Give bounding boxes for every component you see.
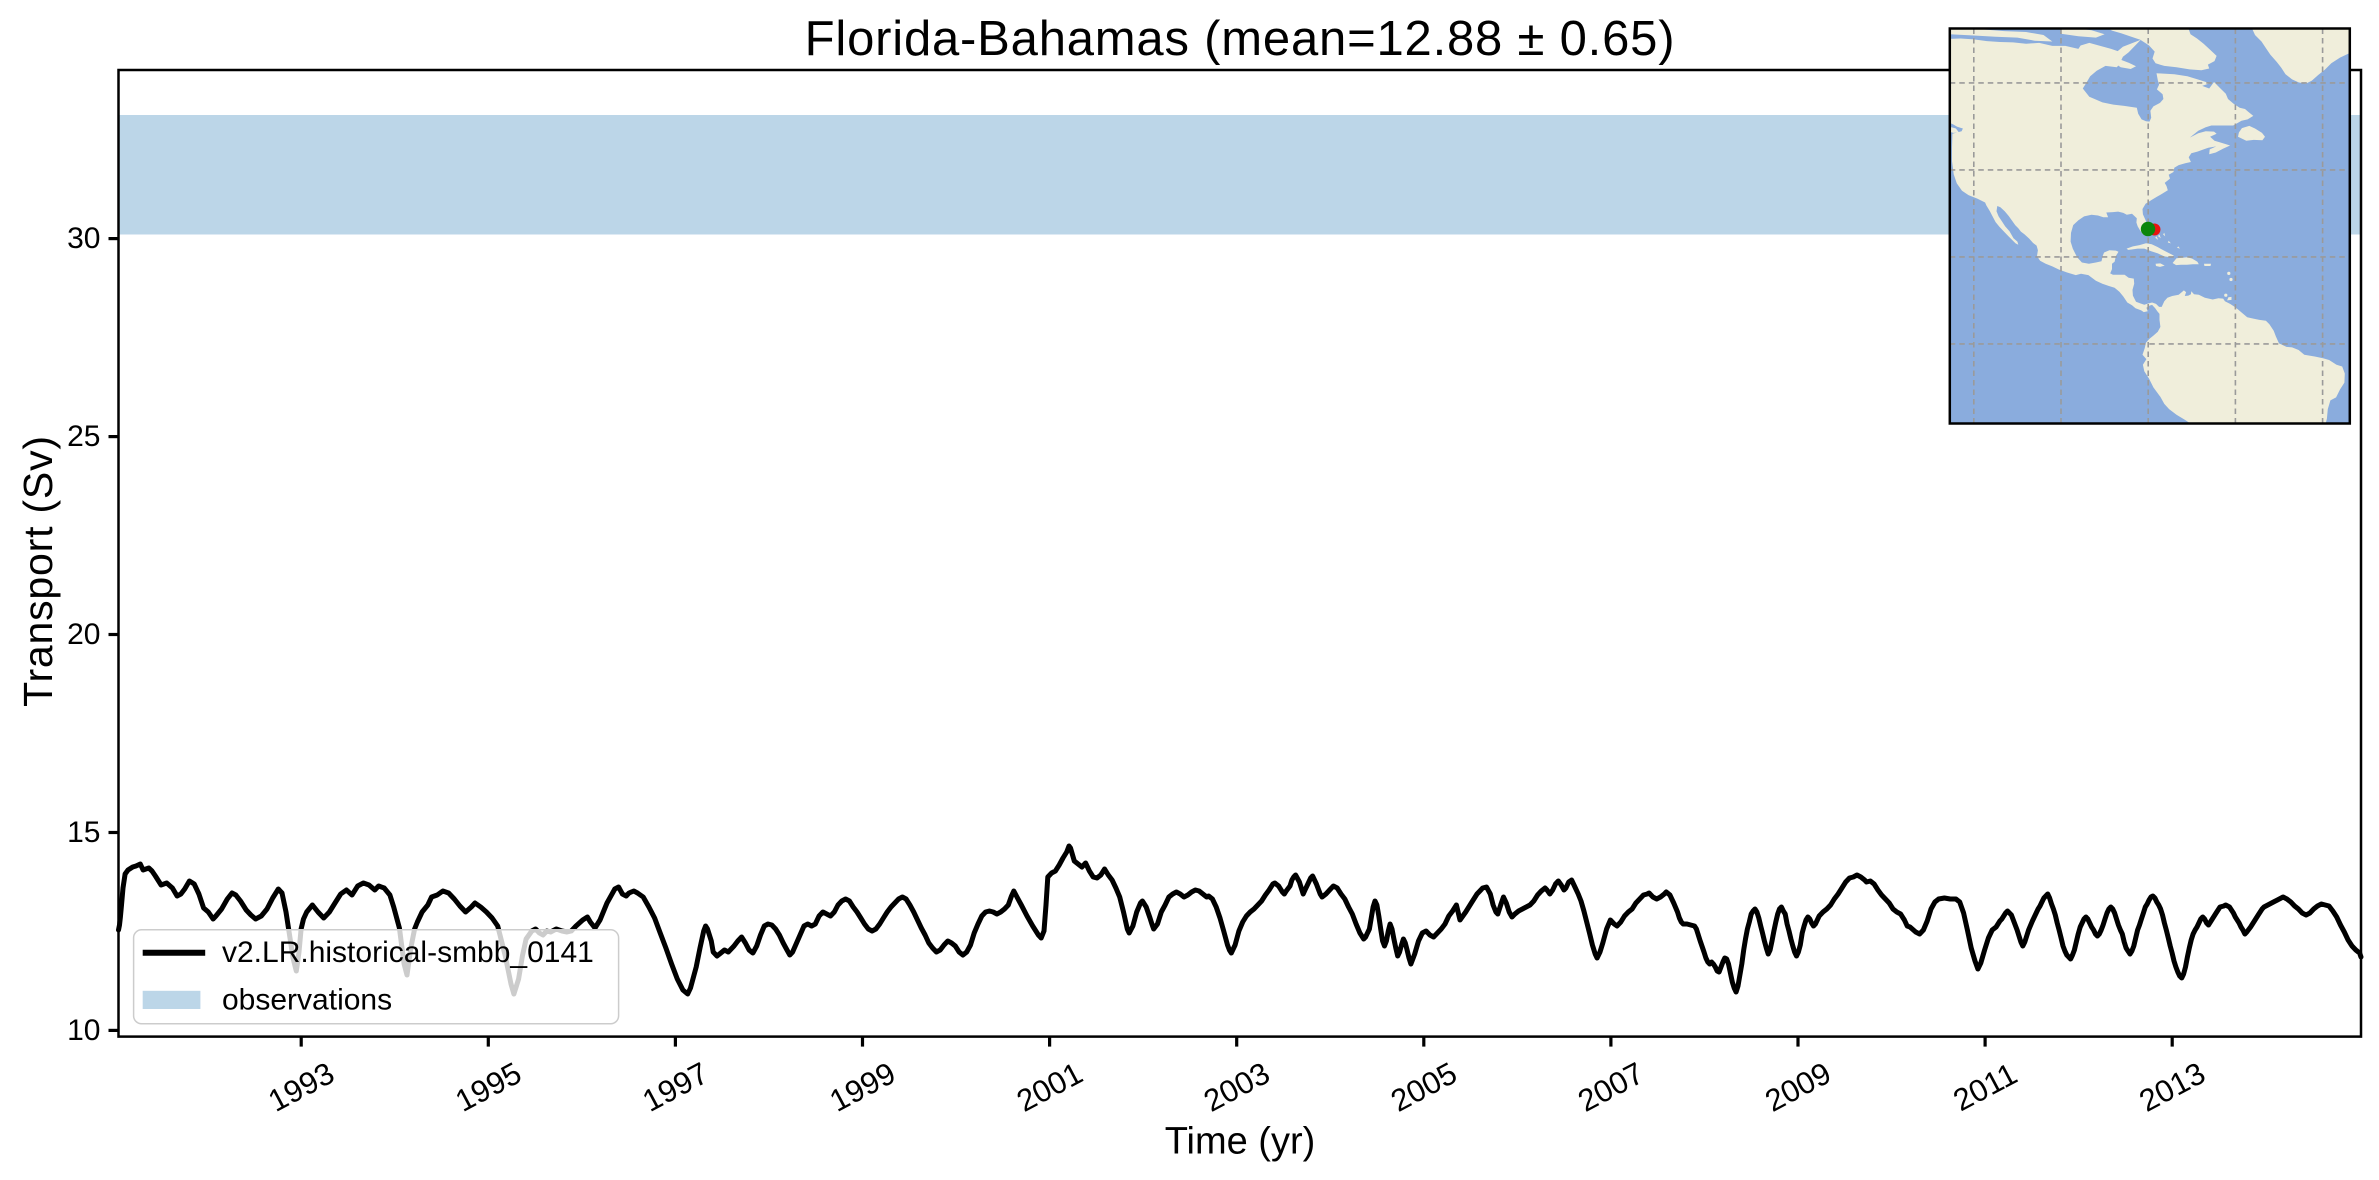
svg-text:15: 15 — [67, 816, 100, 849]
svg-text:v2.LR.historical-smbb_0141: v2.LR.historical-smbb_0141 — [222, 936, 594, 969]
svg-text:Time (yr): Time (yr) — [1165, 1121, 1316, 1163]
svg-text:10: 10 — [67, 1014, 100, 1047]
svg-text:30: 30 — [67, 222, 100, 255]
svg-text:Florida-Bahamas (mean=12.88 ±: Florida-Bahamas (mean=12.88 ± 0.65) — [805, 12, 1676, 66]
svg-text:Transport (Sv): Transport (Sv) — [15, 435, 61, 707]
svg-text:25: 25 — [67, 420, 100, 453]
svg-text:observations: observations — [222, 983, 392, 1016]
svg-text:20: 20 — [67, 618, 100, 651]
